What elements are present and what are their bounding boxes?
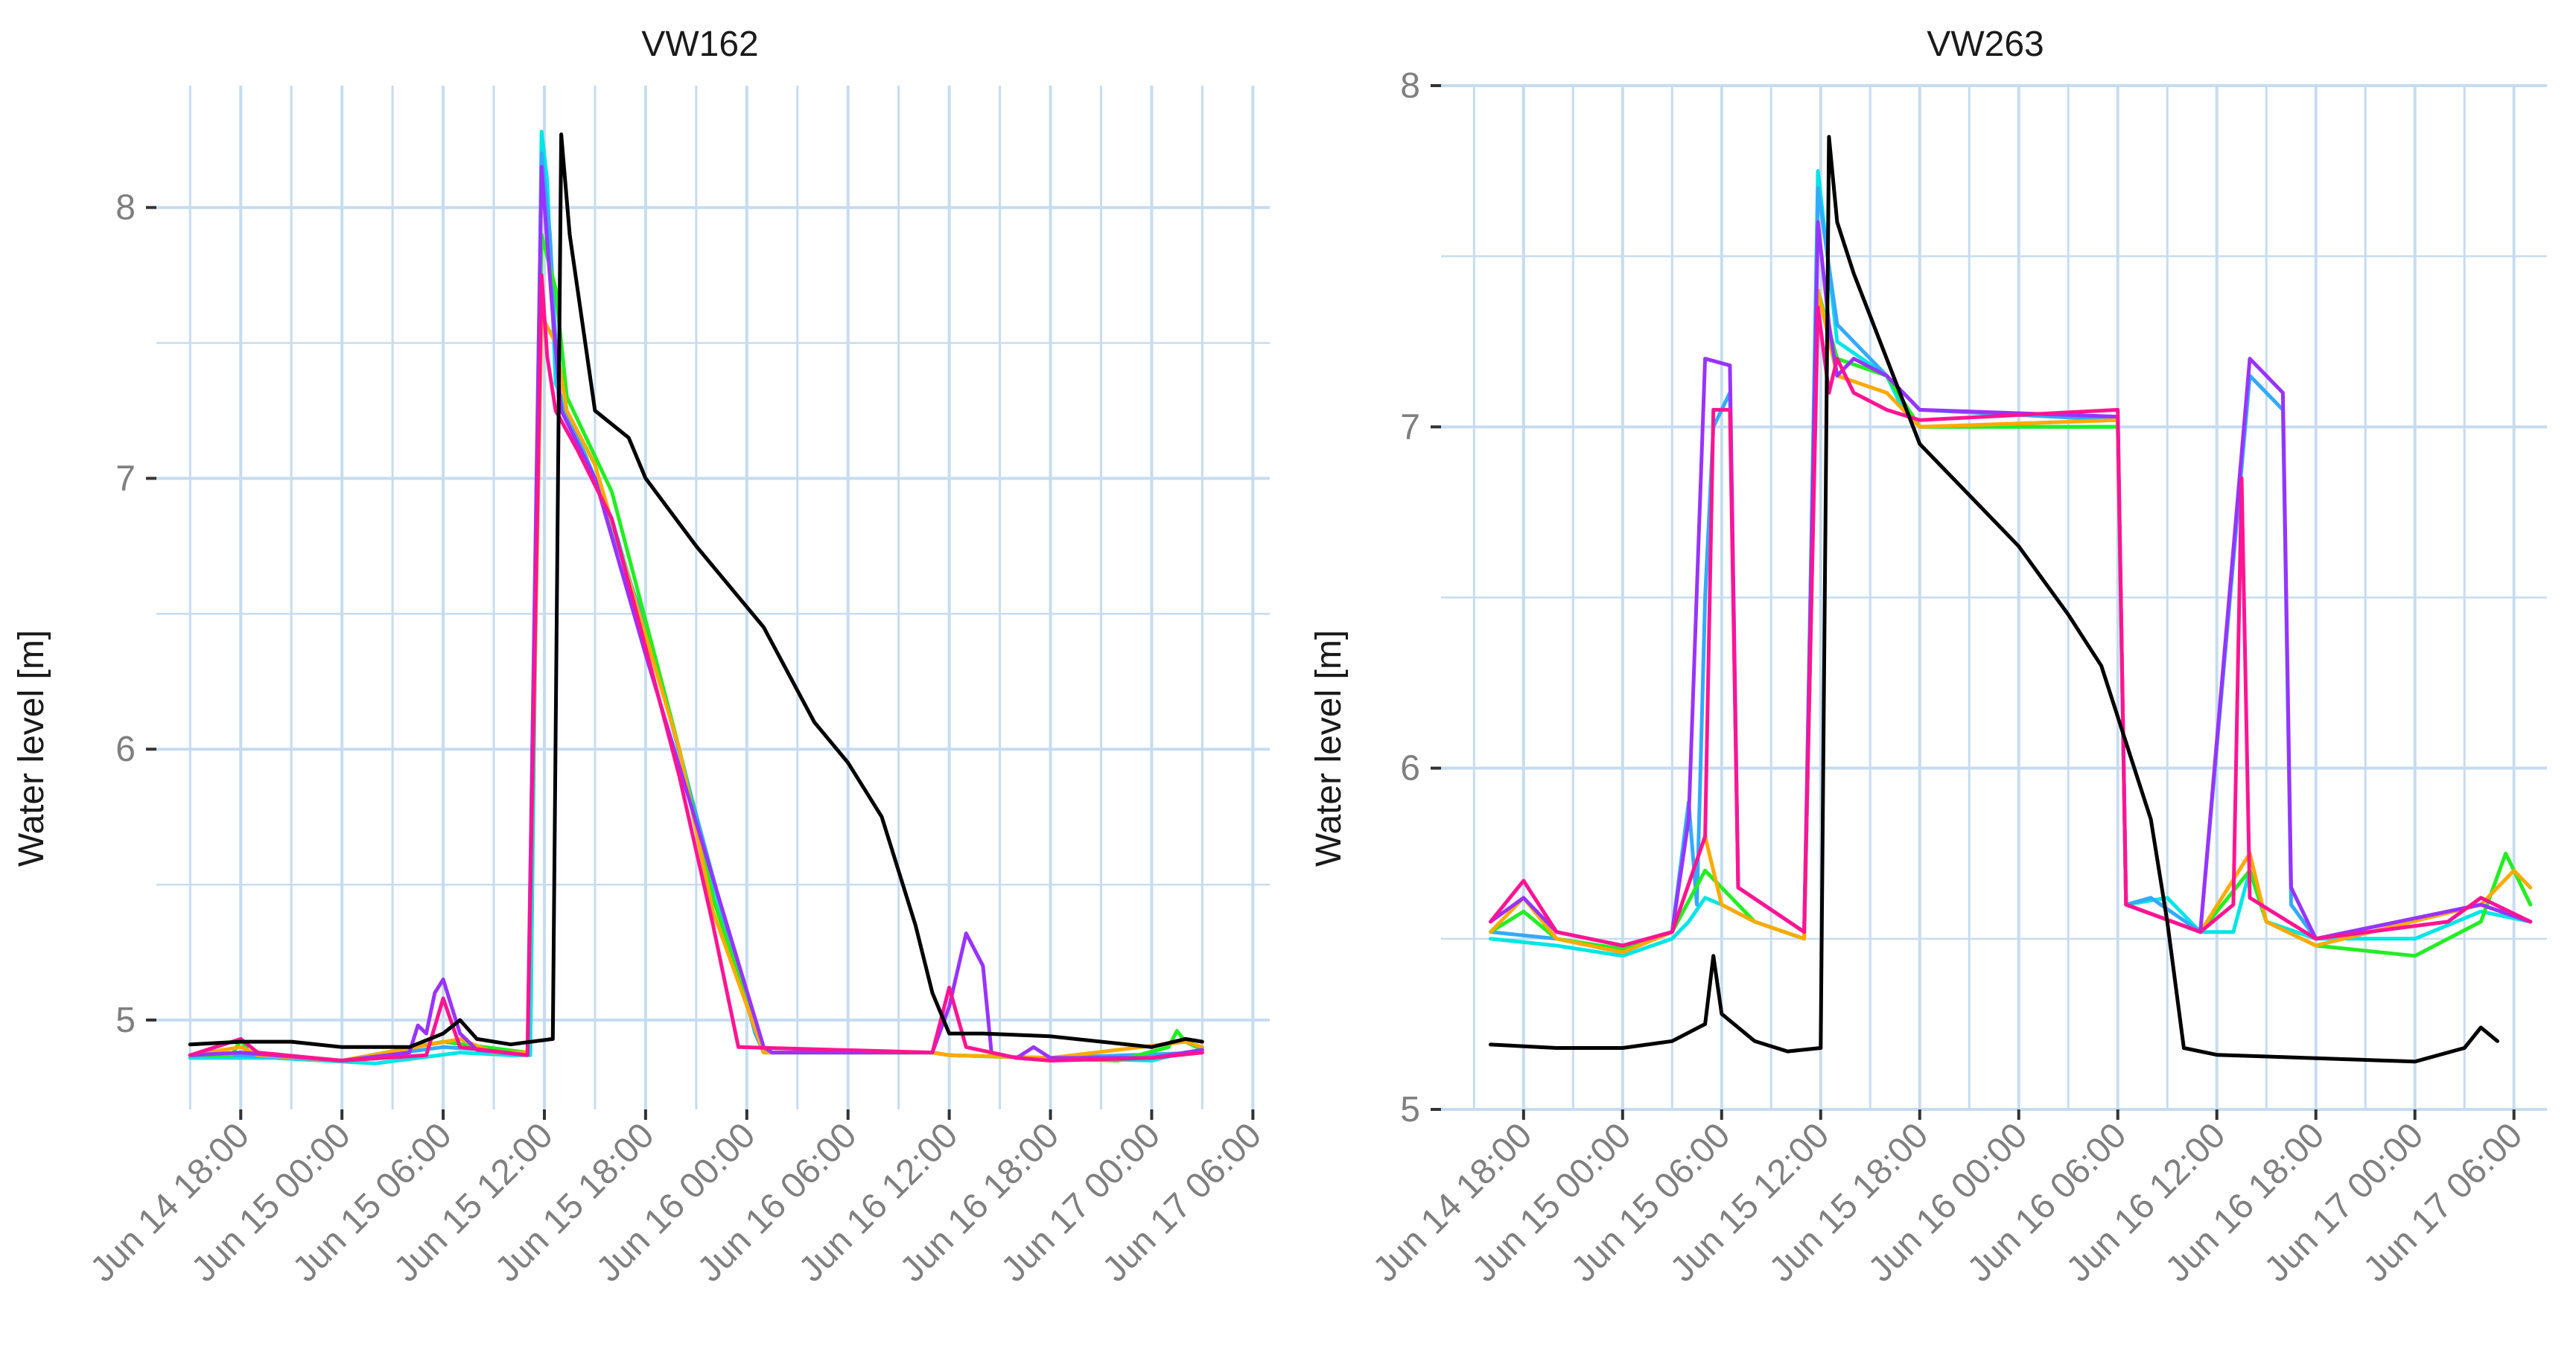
y-axis-label: Water level [m]	[1309, 630, 1349, 867]
y-axis-label: Water level [m]	[12, 630, 51, 867]
series-group	[1489, 135, 2533, 1064]
y-tick-label: 6	[115, 730, 136, 769]
panel-title: VW162	[641, 25, 758, 64]
series-line	[1489, 288, 2533, 958]
panel-title: VW263	[1927, 25, 2044, 64]
y-tick-label: 7	[1400, 407, 1420, 447]
y-axis: 5 6 7 8	[115, 188, 156, 1040]
series-group	[188, 130, 1204, 1065]
y-axis: 5 6 7 8	[1400, 66, 1441, 1130]
series-line	[1489, 305, 2533, 948]
y-tick-label: 5	[1400, 1090, 1420, 1130]
series-line	[1489, 220, 2533, 948]
series-line	[1489, 288, 2533, 955]
grid	[156, 86, 1270, 1109]
grid	[1441, 84, 2547, 1111]
y-tick-label: 6	[1400, 749, 1420, 788]
series-line	[1489, 135, 2499, 1064]
series-line	[188, 273, 1204, 1062]
chart-panel-vw263: VW263 Water level [m] 5 6 7 8 Jun 14 18:00Ju…	[1309, 25, 2547, 1290]
series-line	[188, 133, 1204, 1049]
y-tick-label: 7	[115, 459, 136, 498]
y-tick-label: 8	[115, 188, 136, 228]
series-line	[1489, 169, 2533, 958]
chart-panel-vw162: VW162 Water level [m] 5 6 7 8 Jun 14 18:00Ju…	[12, 25, 1270, 1290]
y-tick-label: 5	[115, 1001, 136, 1040]
y-tick-label: 8	[1400, 66, 1420, 106]
series-line	[1489, 186, 2533, 955]
